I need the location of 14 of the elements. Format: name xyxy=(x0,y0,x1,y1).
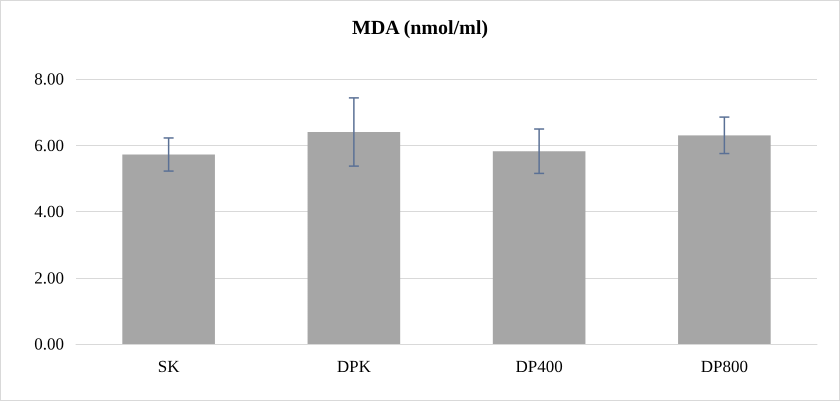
bar xyxy=(492,151,586,344)
x-tick-label: DP400 xyxy=(516,357,563,376)
x-tick-label: SK xyxy=(158,357,180,376)
bar xyxy=(122,154,215,344)
x-tick-label: DP800 xyxy=(700,357,748,376)
y-tick-label: 8.00 xyxy=(34,70,64,88)
y-tick-label: 4.00 xyxy=(34,202,64,221)
bar xyxy=(308,132,400,344)
chart-title: MDA (nmol/ml) xyxy=(352,17,488,39)
y-tick-label: 6.00 xyxy=(34,136,64,155)
bar xyxy=(678,135,771,344)
y-tick-label: 0.00 xyxy=(34,334,64,354)
y-tick-label: 2.00 xyxy=(34,268,64,288)
x-tick-label: DPK xyxy=(336,357,372,376)
